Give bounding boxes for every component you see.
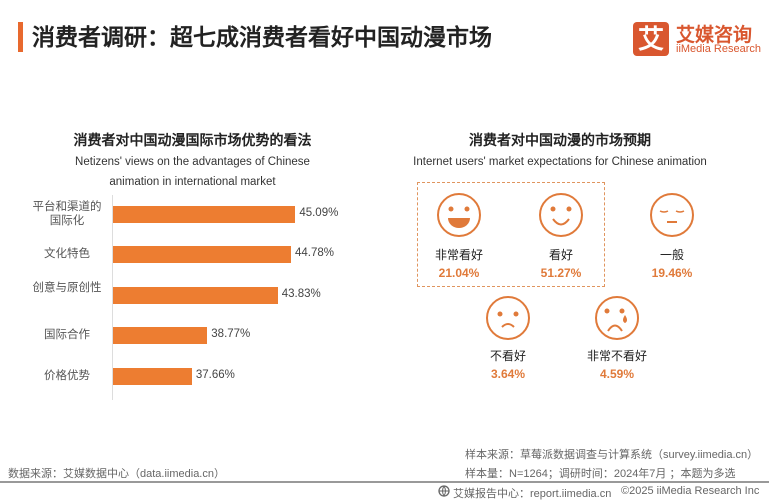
bar-category-label: 平台和渠道的国际化 bbox=[32, 201, 102, 227]
expectations-subtitle: Internet users' market expectations for … bbox=[413, 156, 707, 168]
expectation-value: 3.64% bbox=[490, 367, 526, 381]
bar-chart-axis bbox=[112, 195, 113, 400]
crying-face-icon bbox=[595, 296, 639, 340]
frown-face-icon bbox=[486, 296, 530, 340]
bar-value-label: 45.09% bbox=[299, 207, 339, 219]
copyright: ©2025 iiMedia Research Inc bbox=[621, 485, 760, 497]
expectation-value: 19.46% bbox=[651, 266, 693, 280]
bar-category-label: 价格优势 bbox=[44, 370, 90, 382]
bar-value-label: 37.66% bbox=[195, 369, 235, 381]
logo-text-en: iiMedia Research bbox=[676, 43, 761, 55]
bar-category-label: 文化特色 bbox=[44, 248, 90, 260]
neutral-face-icon bbox=[650, 193, 694, 237]
bar bbox=[113, 206, 296, 223]
positive-highlight-box bbox=[417, 182, 605, 287]
footer-divider bbox=[0, 481, 769, 483]
bar bbox=[113, 246, 291, 263]
expectation-label: 非常看好 bbox=[434, 248, 483, 262]
bar bbox=[113, 368, 192, 385]
bar-value-label: 44.78% bbox=[295, 247, 335, 259]
sample-size: 样本量：N=1264；调研时间：2024年7月 ；本题为多选 bbox=[465, 468, 736, 480]
expectation-label: 一般 bbox=[659, 248, 684, 262]
report-center-link[interactable]: 艾媒报告中心：report.iimedia.cn bbox=[453, 488, 612, 500]
bar-chart-title: 消费者对中国动漫国际市场优势的看法 bbox=[73, 132, 312, 148]
bar-chart-subtitle: Netizens' views on the advantages of Chi… bbox=[75, 156, 310, 188]
bar bbox=[113, 287, 278, 304]
expectation-label: 不看好 bbox=[489, 349, 526, 363]
title-accent-bar bbox=[18, 22, 23, 52]
logo-text-cn: 艾媒咨询 bbox=[676, 25, 753, 46]
expectation-label: 非常不看好 bbox=[586, 349, 647, 363]
expectation-label: 看好 bbox=[548, 248, 573, 262]
logo-mark: 艾 bbox=[633, 22, 669, 56]
expectation-value: 4.59% bbox=[599, 367, 635, 381]
bar bbox=[113, 327, 208, 344]
globe-icon bbox=[438, 485, 450, 497]
expectation-value: 51.27% bbox=[540, 266, 582, 280]
expectations-title: 消费者对中国动漫的市场预期 bbox=[469, 132, 651, 148]
sample-source: 样本来源：草莓派数据调查与计算系统（survey.iimedia.cn） bbox=[465, 449, 759, 461]
data-source: 数据来源：艾媒数据中心（data.iimedia.cn） bbox=[8, 468, 225, 480]
bar-category-label: 创意与原创性 bbox=[32, 282, 102, 294]
page-title: 消费者调研：超七成消费者看好中国动漫市场 bbox=[32, 24, 492, 50]
big-smile-face-icon bbox=[437, 193, 481, 237]
bar-category-label: 国际合作 bbox=[44, 329, 90, 341]
expectation-value: 21.04% bbox=[438, 266, 480, 280]
smile-face-icon bbox=[539, 193, 583, 237]
bar-value-label: 43.83% bbox=[281, 288, 321, 300]
bar-value-label: 38.77% bbox=[211, 328, 251, 340]
